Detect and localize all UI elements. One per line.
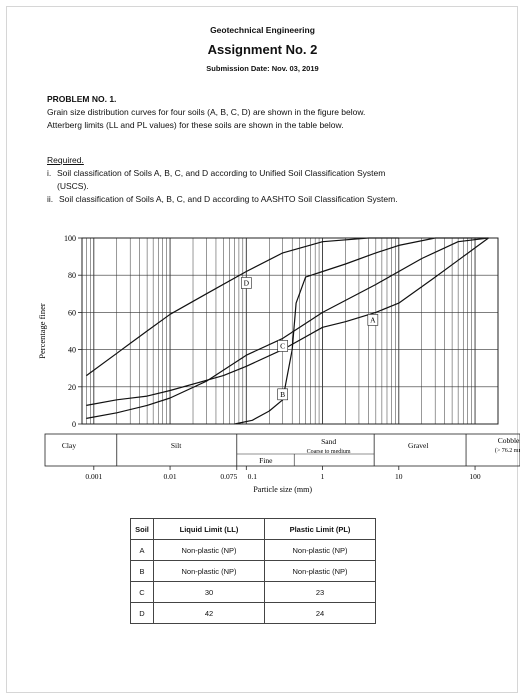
x-tick-label: 100 [469, 472, 481, 481]
table-cell: Non-plastic (NP) [264, 539, 376, 561]
column-header: Plastic Limit (PL) [264, 518, 376, 540]
curve-label-box [277, 388, 288, 401]
required-label: Required. [47, 155, 84, 165]
size-class-label: Clay [62, 441, 76, 450]
curve-label-box [367, 314, 379, 326]
curve-a [86, 237, 489, 406]
table-cell: 24 [264, 602, 376, 624]
chart-curves [86, 237, 489, 425]
table-cell: B [130, 560, 154, 582]
x-tick-label: 10 [395, 472, 403, 481]
curve-d [86, 237, 399, 377]
size-class-label: Silt [171, 441, 182, 450]
required-item-2-number: ii. [47, 194, 54, 204]
problem-line-2: Atterberg limits (LL and PL values) for … [47, 120, 344, 130]
table-cell: Non-plastic (NP) [153, 539, 265, 561]
curve-label-box [241, 277, 252, 289]
curve-b [234, 237, 489, 425]
required-item-1: i. Soil classification of Soils A, B, C,… [47, 167, 487, 193]
curve-label-a: A [370, 315, 376, 324]
plot-frame [81, 237, 499, 425]
table-cell: 30 [153, 581, 265, 603]
size-class-label: Cobbles [498, 436, 520, 445]
required-item-2: ii. Soil classification of Soils A, B, C… [47, 193, 487, 206]
required-item-1-number: i. [47, 168, 52, 178]
required-section: Required. i. Soil classification of Soil… [47, 154, 487, 206]
chart-grid [82, 237, 498, 425]
grain-size-chart: 0 20 40 60 80 100 Percentage finer 0.001 0.01 0.0… [37, 234, 520, 494]
table-row: A Non-plastic (NP) Non-plastic (NP) [130, 539, 376, 561]
curve-label-box [277, 340, 288, 352]
size-class-label: Gravel [408, 441, 428, 450]
size-class-sublabel: Coarse to medium [307, 449, 351, 455]
band-frame [44, 433, 520, 467]
chart-labels: A B C D [241, 277, 379, 401]
table-row: B Non-plastic (NP) Non-plastic (NP) [130, 560, 376, 582]
y-tick-label: 20 [68, 383, 76, 392]
table-cell: 23 [264, 581, 376, 603]
table-cell: Non-plastic (NP) [264, 560, 376, 582]
problem-section: PROBLEM NO. 1. Grain size distribution c… [47, 93, 487, 132]
x-tick-label: 0.001 [85, 472, 102, 481]
required-item-2-text: Soil classification of Soils A, B, C, an… [59, 194, 398, 204]
size-class-sublabel: (> 76.2 mm) [495, 447, 520, 454]
curve-c [86, 237, 489, 419]
page [6, 6, 518, 693]
x-tick-label: 0.1 [248, 472, 258, 481]
y-tick-label: 40 [68, 346, 76, 355]
curve-label-c: C [280, 341, 285, 350]
problem-title: PROBLEM NO. 1. [47, 94, 117, 104]
y-tick-label: 60 [68, 308, 76, 317]
required-item-1-text-cont: (USCS). [57, 181, 89, 191]
table-header-row: Soil Liquid Limit (LL) Plastic Limit (PL… [130, 518, 376, 540]
column-header: Soil [130, 518, 154, 540]
y-axis-label: Percentage finer [37, 303, 47, 359]
y-tick-label: 0 [72, 420, 76, 429]
table-cell: D [130, 602, 154, 624]
required-item-1-text: Soil classification of Soils A, B, C, an… [57, 168, 386, 178]
x-tick-label: 0.01 [163, 472, 176, 481]
x-tick-label: 1 [321, 472, 325, 481]
problem-line-1: Grain size distribution curves for four … [47, 107, 366, 117]
table-cell: C [130, 581, 154, 603]
table-cell: 42 [153, 602, 265, 624]
table-row: D 42 24 [130, 602, 376, 624]
document-header: Geotechnical Engineering Assignment No. … [0, 24, 525, 73]
size-class-label: Sand [321, 437, 336, 446]
y-tick-label: 80 [68, 271, 76, 280]
table-row: C 30 23 [130, 581, 376, 603]
table-cell: A [130, 539, 154, 561]
size-class-band: Clay Silt Fine Sand Coarse to medium Gravel Co… [44, 433, 520, 467]
curve-label-d: D [244, 278, 250, 287]
x-tick-label: 0.075 [220, 472, 237, 481]
course-title: Geotechnical Engineering [210, 25, 315, 35]
x-axis-label: Particle size (mm) [253, 485, 312, 494]
chart-axes: 0 20 40 60 80 100 Percentage finer 0.001 0.01 0.0… [37, 234, 481, 494]
submission-date: Submission Date: Nov. 03, 2019 [206, 64, 319, 73]
table-cell: Non-plastic (NP) [153, 560, 265, 582]
column-header: Liquid Limit (LL) [153, 518, 265, 540]
curve-label-b: B [280, 390, 285, 399]
assignment-title: Assignment No. 2 [207, 42, 318, 57]
atterberg-limits-table: Soil Liquid Limit (LL) Plastic Limit (PL… [130, 518, 376, 624]
size-class-label: Fine [259, 456, 273, 465]
y-tick-label: 100 [64, 234, 76, 243]
